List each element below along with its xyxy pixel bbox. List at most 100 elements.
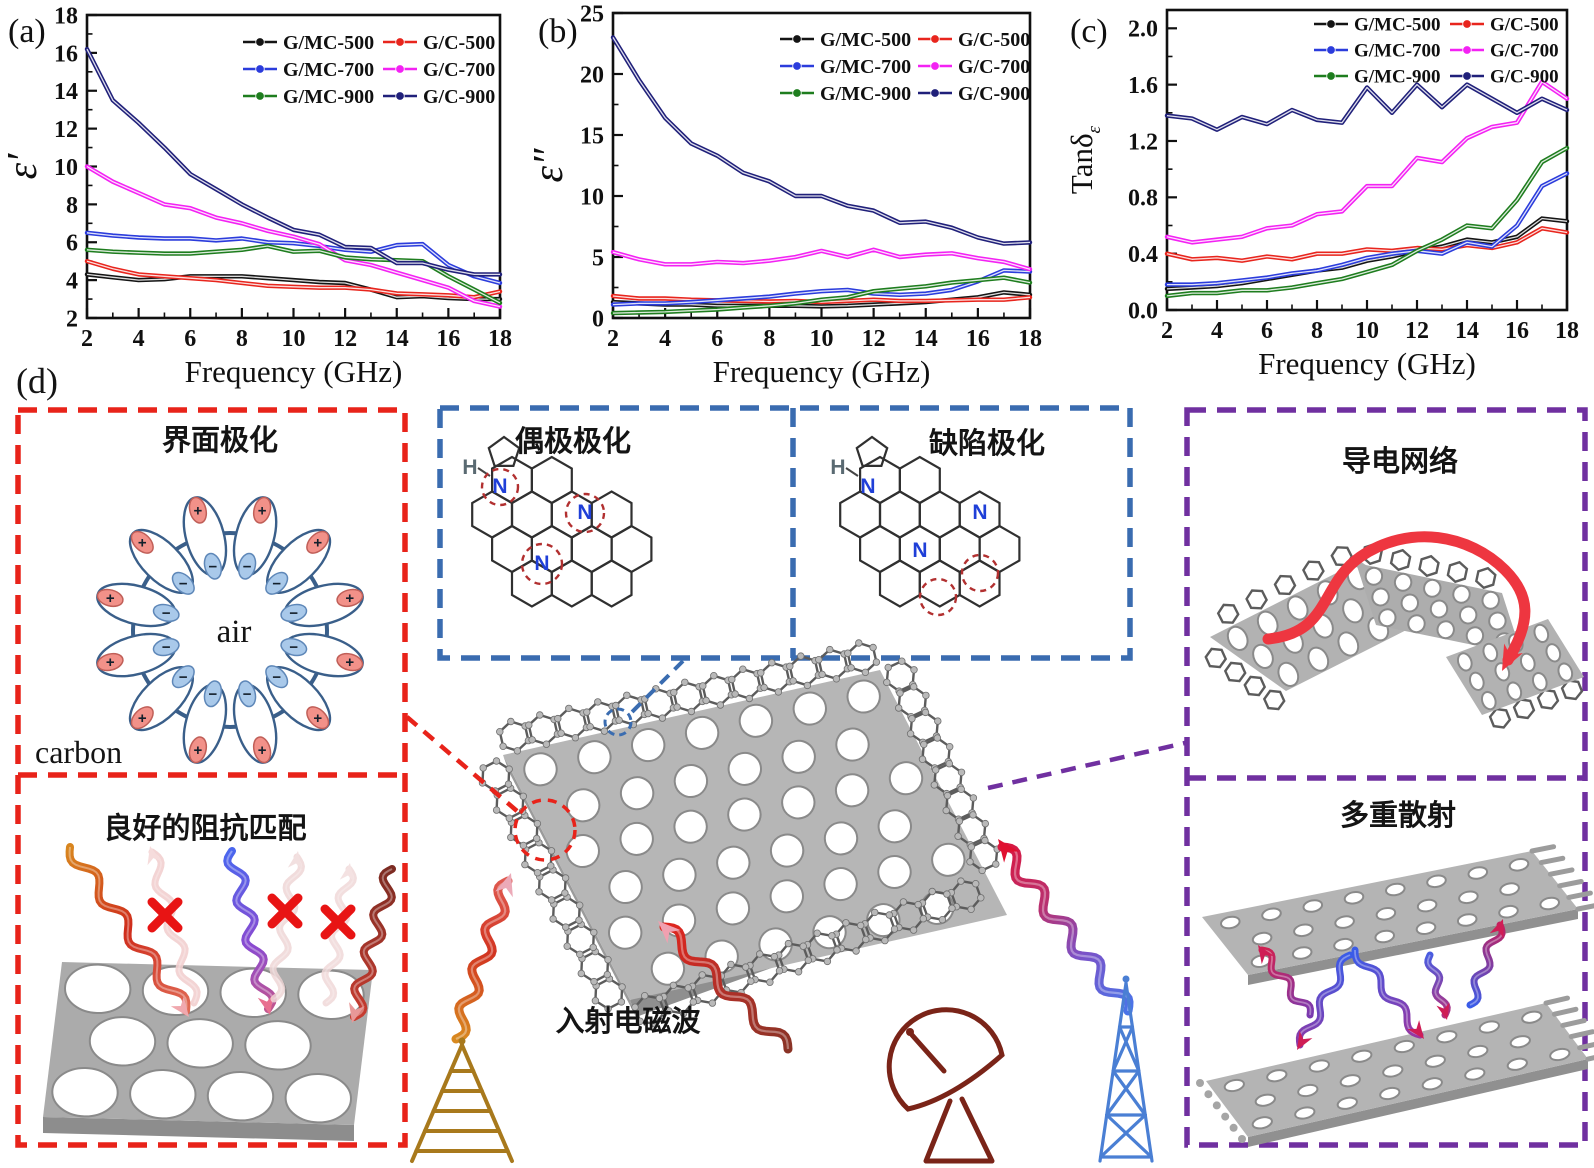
y-tick-label: 2 [66, 306, 78, 332]
x-tick-label: 6 [184, 326, 196, 352]
x-tick-label: 6 [711, 326, 723, 352]
y-tick-label: 16 [54, 41, 78, 67]
porous-slab [1446, 619, 1584, 715]
n-atom-label: N [972, 501, 987, 524]
em-wave [1295, 951, 1354, 1049]
legend-G/MC-700: G/MC-700 [1354, 41, 1441, 62]
legend-marker [1326, 45, 1336, 55]
chart-panel-b-epsilon-double-prime: 2 4 6 8 10 12 14 16 18 0 5 10 15 20 25 Frequency (GHz) ε… [530, 1, 1042, 389]
minus-charge: − [243, 686, 252, 703]
blue-connector-line [630, 659, 685, 714]
legend-marker [792, 61, 802, 71]
x-tick-label: 10 [1355, 318, 1379, 344]
arrowhead [257, 994, 274, 1015]
interface-box-title: 界面极化 [162, 424, 278, 457]
x-tick-label: 2 [1161, 318, 1173, 344]
x-tick-label: 8 [763, 326, 775, 352]
x-tick-label: 14 [385, 326, 409, 352]
x-tick-label: 6 [1261, 318, 1273, 344]
plus-charge: + [313, 534, 322, 551]
arrowhead [1436, 1002, 1450, 1020]
arrowhead [998, 839, 1019, 863]
y-tick-label: 6 [66, 231, 78, 257]
y-tick-label: 0 [592, 306, 604, 332]
nitrogen-doped-graphene-molecules [471, 435, 1021, 617]
arrowhead [658, 921, 681, 944]
y-tick-label: 15 [580, 123, 604, 149]
defect-box-title: 缺陷极化 [929, 427, 1045, 460]
series-G/MC-500 [1164, 216, 1570, 292]
legend-marker [395, 64, 405, 74]
panel-label: (c) [1070, 13, 1108, 50]
n-atom-label: N [577, 501, 592, 524]
legend-marker [255, 37, 265, 47]
n-atom-label: N [912, 539, 927, 562]
x-tick-label: 18 [1555, 318, 1579, 344]
legend-marker [930, 34, 940, 44]
impedance-matching-diagram [43, 843, 396, 1141]
panel-label: (a) [8, 13, 46, 50]
y-tick-label: 12 [54, 117, 78, 143]
y-tick-label: 10 [580, 184, 604, 210]
legend-G/MC-900: G/MC-900 [820, 83, 911, 105]
legend-marker [792, 88, 802, 98]
chart-panel-c-tan-delta: 2 4 6 8 10 12 14 16 18 0.0 0.4 0.8 1.2 1.6 2.0 Frequenc… [1064, 8, 1579, 381]
central-porous-plate [405, 639, 1186, 1028]
x-tick-label: 4 [659, 326, 671, 352]
y-tick-label: 2.0 [1128, 17, 1158, 43]
red-connector-line [405, 715, 519, 813]
legend-G/MC-700: G/MC-700 [820, 56, 911, 78]
legend-G/MC-700: G/MC-700 [283, 59, 374, 81]
y-axis-label: ε″ [530, 148, 572, 183]
y-tick-label: 25 [580, 1, 604, 27]
legend-G/C-900: G/C-900 [958, 83, 1030, 105]
panel-label: (b) [538, 13, 578, 50]
x-tick-label: 14 [1455, 318, 1479, 344]
em-wave [1258, 946, 1314, 1019]
x-axis-label: Frequency (GHz) [1258, 346, 1476, 381]
blue-box-border [437, 405, 1133, 661]
arrowhead [170, 996, 189, 1017]
highlight-dashed-circle [480, 467, 520, 507]
arrowhead [1297, 1030, 1313, 1050]
minus-charge: − [209, 686, 218, 703]
x-tick-label: 18 [488, 326, 512, 352]
x-tick-label: 2 [607, 326, 619, 352]
x-tick-label: 12 [1405, 318, 1429, 344]
y-tick-label: 5 [592, 245, 604, 271]
x-axis-label: Frequency (GHz) [713, 354, 931, 389]
plus-charge: + [258, 742, 267, 759]
plus-charge: + [313, 710, 322, 727]
legend-G/C-700: G/C-700 [423, 59, 495, 81]
plus-charge: + [258, 502, 267, 519]
y-tick-label: 20 [580, 62, 604, 88]
legend-G/C-500: G/C-500 [423, 32, 495, 54]
legend-G/C-900: G/C-900 [423, 86, 495, 108]
legend-marker [395, 91, 405, 101]
minus-charge: − [162, 639, 171, 656]
y-tick-label: 10 [54, 155, 78, 181]
highlight-dashed-circle [564, 492, 606, 534]
x-tick-label: 2 [81, 326, 93, 352]
transmission-tower-icon [1098, 975, 1154, 1163]
legend-G/MC-500: G/MC-500 [1354, 15, 1441, 36]
legend-marker [1326, 19, 1336, 29]
plus-charge: + [345, 654, 354, 671]
minus-charge: − [179, 575, 188, 592]
conductive-network-diagram [1204, 531, 1584, 729]
x-tick-label: 16 [966, 326, 990, 352]
y-tick-label: 1.2 [1128, 129, 1158, 155]
y-axis-label: ε′ [0, 153, 46, 180]
h-atom-label: H [462, 456, 477, 479]
em-wave [451, 876, 513, 1044]
x-tick-label: 12 [333, 326, 357, 352]
legend-marker [1326, 71, 1336, 81]
y-tick-label: 14 [54, 79, 78, 105]
carbon-label: carbon [35, 734, 122, 770]
em-wave [1351, 946, 1424, 1039]
legend-marker [255, 64, 265, 74]
dipole-box-title: 偶极极化 [515, 425, 631, 458]
plus-charge: + [194, 502, 203, 519]
em-wave [1424, 951, 1451, 1019]
